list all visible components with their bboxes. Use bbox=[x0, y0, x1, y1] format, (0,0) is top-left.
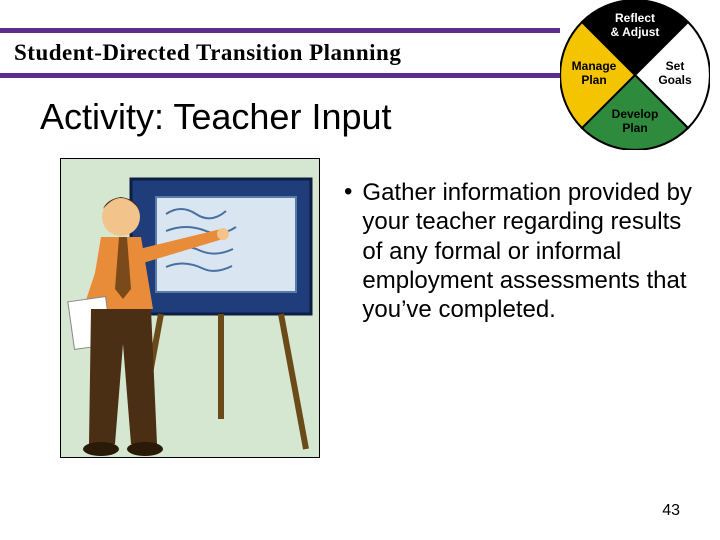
bullet-item: • Gather information provided by your te… bbox=[340, 178, 700, 324]
svg-text:Manage: Manage bbox=[572, 59, 617, 73]
svg-text:& Adjust: & Adjust bbox=[611, 25, 660, 39]
svg-text:Reflect: Reflect bbox=[615, 11, 655, 25]
header-title: Student-Directed Transition Planning bbox=[14, 40, 401, 66]
svg-text:Plan: Plan bbox=[581, 73, 606, 87]
header-band: Student-Directed Transition Planning bbox=[0, 28, 560, 78]
svg-text:Goals: Goals bbox=[658, 73, 692, 87]
bullet-marker: • bbox=[344, 178, 352, 324]
svg-text:Set: Set bbox=[666, 59, 685, 73]
teacher-illustration bbox=[60, 158, 320, 458]
page-number: 43 bbox=[662, 502, 680, 520]
planning-wheel-icon: Reflect & Adjust Set Goals Develop Plan … bbox=[560, 0, 710, 150]
bullet-text: Gather information provided by your teac… bbox=[362, 178, 700, 324]
svg-text:Plan: Plan bbox=[622, 121, 647, 135]
activity-title: Activity: Teacher Input bbox=[40, 96, 392, 138]
svg-text:Develop: Develop bbox=[612, 107, 659, 121]
